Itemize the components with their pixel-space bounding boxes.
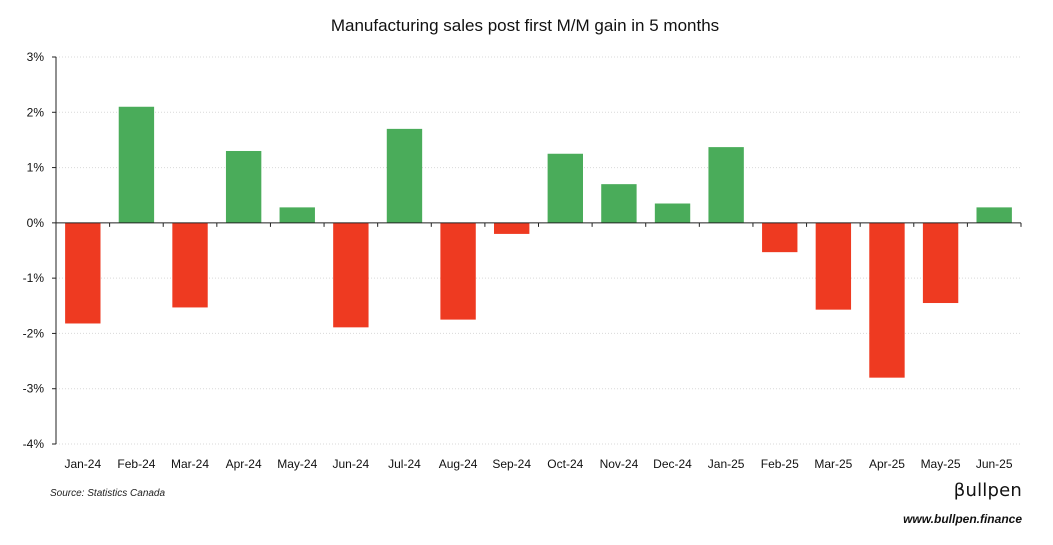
bar-feb-24 <box>118 106 155 223</box>
y-tick-label: -4% <box>23 437 45 451</box>
bar-may-24 <box>279 207 315 223</box>
bar-mar-25 <box>815 222 852 310</box>
y-axis-tick-labels: 3% 2% 1% 0% -1% -2% -3% -4% <box>23 50 45 451</box>
axes <box>52 56 1022 445</box>
x-tick-label: Aug-24 <box>439 457 478 471</box>
bar-nov-24 <box>601 184 637 223</box>
x-tick-label: Mar-24 <box>171 457 209 471</box>
chart-title: Manufacturing sales post first M/M gain … <box>331 16 719 35</box>
x-tick-label: May-24 <box>277 457 317 471</box>
website-url: www.bullpen.finance <box>903 512 1022 526</box>
bar-jun-24 <box>333 222 369 328</box>
y-tick-label: 3% <box>27 50 45 64</box>
x-tick-label: Jan-24 <box>64 457 101 471</box>
bar-jul-24 <box>386 128 423 223</box>
x-axis-tick-labels: Jan-24 Feb-24 Mar-24 Apr-24 May-24 Jun-24 Jul-… <box>64 457 1012 471</box>
x-tick-label: Oct-24 <box>547 457 583 471</box>
y-tick-label: -1% <box>23 271 45 285</box>
x-tick-label: Jul-24 <box>388 457 421 471</box>
x-tick-label: May-25 <box>921 457 961 471</box>
x-tick-label: Apr-25 <box>869 457 905 471</box>
y-tick-label: 2% <box>27 105 45 119</box>
bar-aug-24 <box>440 222 476 320</box>
bar-jun-25 <box>976 207 1012 223</box>
bar-feb-25 <box>762 222 798 253</box>
y-tick-label: 1% <box>27 161 45 175</box>
bar-apr-24 <box>225 150 262 223</box>
bar-oct-24 <box>547 153 583 223</box>
bar-mar-24 <box>172 222 208 308</box>
y-tick-label: -3% <box>23 382 45 396</box>
bar-dec-24 <box>654 203 691 223</box>
x-tick-label: Feb-24 <box>117 457 155 471</box>
bar-sep-24 <box>494 222 530 234</box>
x-tick-label: Jan-25 <box>708 457 745 471</box>
x-tick-label: Dec-24 <box>653 457 692 471</box>
x-tick-label: Nov-24 <box>600 457 639 471</box>
x-tick-label: Sep-24 <box>492 457 531 471</box>
gridlines <box>56 56 1021 445</box>
source-note: Source: Statistics Canada <box>50 488 166 499</box>
y-tick-label: 0% <box>27 216 45 230</box>
bars <box>65 106 1012 378</box>
brand-logo: βullpen <box>953 480 1022 501</box>
bar-apr-25 <box>869 222 905 378</box>
bar-jan-24 <box>65 222 101 324</box>
bar-may-25 <box>922 222 959 304</box>
x-tick-label: Jun-25 <box>976 457 1013 471</box>
x-tick-label: Mar-25 <box>814 457 852 471</box>
y-tick-label: -2% <box>23 326 45 340</box>
x-tick-label: Feb-25 <box>761 457 799 471</box>
x-tick-label: Apr-24 <box>226 457 262 471</box>
bar-jan-25 <box>708 147 744 223</box>
x-tick-label: Jun-24 <box>333 457 370 471</box>
